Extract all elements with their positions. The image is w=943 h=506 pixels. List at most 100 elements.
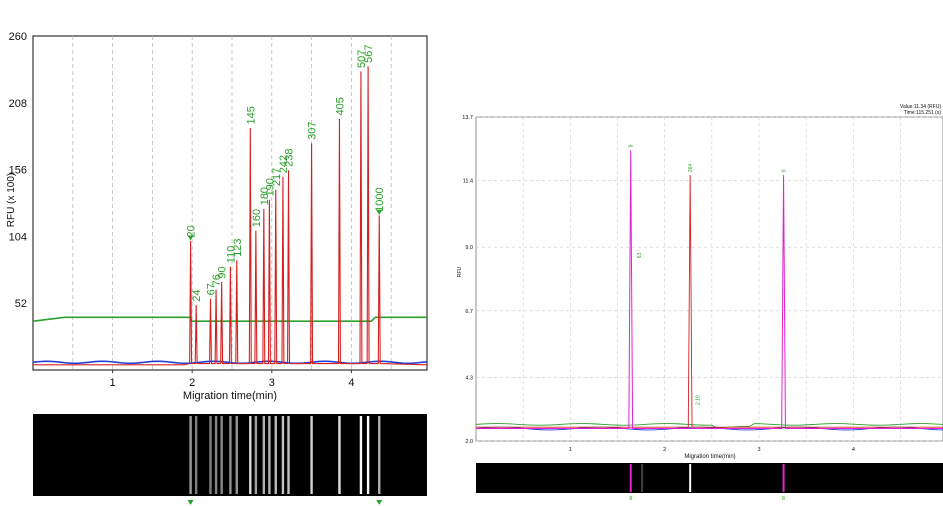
right-x-axis-label: Migration time(min) [684, 454, 735, 460]
left-x-tick-label: 3 [269, 377, 275, 389]
right-y-tick-label: 4.3 [465, 375, 473, 381]
right-gel-marker: 8 [629, 496, 632, 502]
left-peak-point [360, 71, 362, 73]
right-peak-label: 8 [782, 169, 788, 172]
left-y-tick-label: 52 [15, 298, 27, 310]
right-y-tick-label: 13.7 [462, 115, 473, 121]
right-y-axis-label: RFU [457, 266, 463, 277]
left-gel-band [338, 416, 341, 494]
right-series-red [476, 175, 943, 428]
left-peak-point [249, 127, 251, 130]
right-y-tick-label: 6.7 [465, 309, 473, 315]
right-peak-label: 8 [629, 144, 635, 147]
right-gel-band [782, 464, 785, 492]
left-peak-point [263, 208, 265, 211]
left-peak-point [236, 260, 238, 262]
left-gel-band [262, 416, 266, 494]
left-gel-band [220, 416, 223, 494]
left-gel-band [268, 416, 271, 494]
right-x-tick-label: 2 [663, 447, 666, 453]
right-x-tick-label: 3 [757, 447, 760, 453]
right-readout-time: Time:115.251 (s) [904, 110, 942, 116]
left-peak-label: 238 [284, 149, 296, 167]
left-x-tick-label: 2 [189, 377, 195, 389]
left-peak-label: 217 [271, 168, 283, 186]
left-gel-band [209, 416, 212, 494]
left-peak-label: 24 [191, 290, 203, 302]
left-peak-label: 110 [225, 246, 237, 264]
left-gel-marker [376, 500, 383, 505]
left-y-tick-label: 208 [9, 98, 27, 110]
left-peak-point [282, 176, 284, 178]
left-gel-band [366, 416, 370, 494]
left-peak-label: 180 [259, 187, 271, 205]
right-readout-value: Value:11.34 (RFU) [900, 104, 941, 110]
left-peak-point [221, 282, 223, 284]
right-gel-bands [629, 464, 785, 492]
left-peak-label: 567 [363, 44, 375, 62]
left-x-tick-label: 1 [110, 377, 116, 389]
left-gel-bands [189, 416, 381, 494]
left-peak-label: 507 [356, 50, 368, 68]
left-peak-point [255, 230, 257, 232]
right-gel-band [689, 464, 692, 492]
left-gel-band [249, 416, 252, 494]
left-peak-label: 190 [264, 178, 276, 196]
right-peak-labels: 8 8 264 63 2.19 [629, 144, 788, 405]
right-gel-band [629, 464, 632, 492]
left-gel-band [254, 416, 258, 494]
right-gridlines [476, 116, 943, 442]
right-annotation: 2.19 [696, 395, 702, 405]
left-series [32, 66, 428, 366]
right-gel-image [476, 463, 943, 493]
left-peak-label: 307 [307, 122, 319, 140]
right-plot-frame [475, 116, 943, 442]
right-annotation: 63 [637, 252, 643, 258]
right-y-tick-label: 11.4 [463, 179, 473, 185]
left-chart: 2024677690110123145160180190217242238307… [6, 31, 428, 505]
left-peak-point [195, 305, 197, 307]
right-gel-marker: 8 [782, 496, 785, 502]
left-peak-label: 160 [251, 209, 263, 227]
right-x-tick-label: 4 [852, 447, 855, 453]
left-peak-point [215, 289, 217, 291]
left-x-tick-label: 4 [348, 377, 354, 389]
left-peak-point [287, 170, 290, 172]
left-gel-band [229, 416, 232, 494]
left-gel-band [214, 416, 218, 494]
left-gel-band [287, 416, 290, 494]
left-peak-point [310, 143, 313, 145]
left-gel-band [235, 416, 238, 494]
right-series-magenta [476, 150, 943, 430]
left-peak-label: 76 [211, 274, 223, 286]
left-peak-label: 1000 [374, 187, 386, 211]
left-gel-markers [187, 500, 383, 505]
left-peak-point [338, 118, 341, 121]
left-peak-label: 123 [232, 238, 244, 256]
left-y-axis-label: RFU (x 100) [6, 173, 17, 227]
left-gel-band [281, 416, 285, 494]
left-series-red [33, 66, 428, 366]
left-marker-arrow [187, 235, 194, 241]
left-y-tick-label: 260 [9, 31, 27, 43]
right-y-ticks: 2.0 4.3 6.7 9.0 11.4 13.7 [462, 115, 473, 445]
left-y-ticks: 52 104 156 208 260 [9, 31, 27, 310]
left-gel-band [359, 416, 363, 494]
right-y-tick-label: 2.0 [465, 439, 473, 445]
right-x-tick-label: 1 [569, 447, 572, 453]
left-peak-point [229, 266, 231, 268]
right-gel-band [641, 464, 644, 492]
left-peak-label: 67 [205, 283, 217, 295]
left-gel-band [189, 416, 192, 494]
left-gel-band [378, 416, 381, 494]
left-y-tick-label: 104 [9, 231, 27, 243]
left-peak-point [367, 66, 369, 68]
left-x-axis-label: Migration time(min) [183, 390, 277, 402]
right-y-tick-label: 9.0 [465, 245, 473, 251]
left-gel-band [274, 416, 277, 494]
right-x-ticks: 1 2 3 4 [569, 447, 855, 453]
